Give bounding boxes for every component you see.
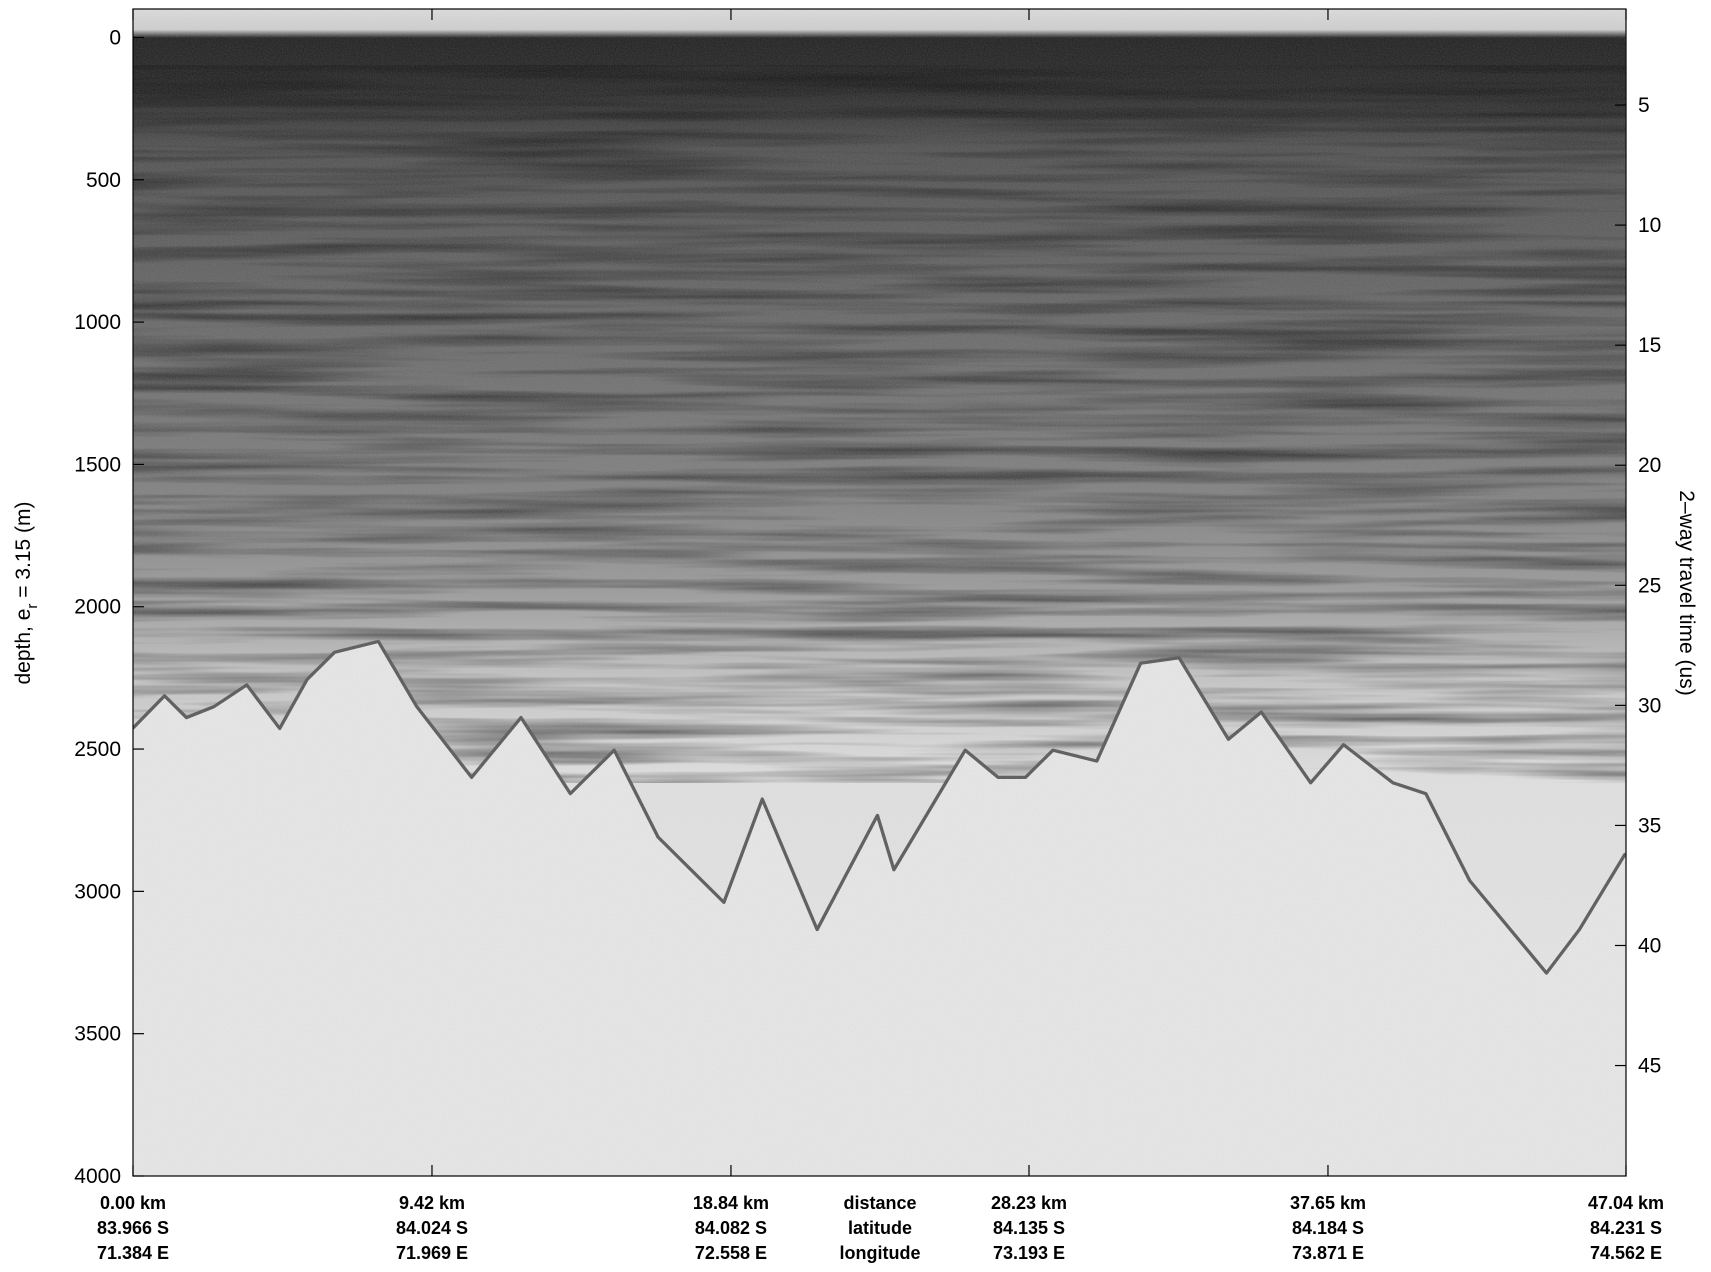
latitude-label: 84.184 S xyxy=(1292,1218,1364,1238)
y2-tick-label: 25 xyxy=(1638,574,1661,597)
longitude-label: 71.384 E xyxy=(97,1243,169,1263)
y-label-sub: r xyxy=(24,604,41,609)
row-label: longitude xyxy=(839,1243,920,1263)
y-tick-label: 2500 xyxy=(74,738,121,761)
x-tick-label: 0.00 km xyxy=(100,1193,166,1213)
x-tick-label: 9.42 km xyxy=(399,1193,465,1213)
y2-axis-label: 2–way travel time (us) xyxy=(1675,490,1698,695)
longitude-label: 71.969 E xyxy=(396,1243,468,1263)
longitude-label: 73.871 E xyxy=(1292,1243,1364,1263)
x-tick-label: 18.84 km xyxy=(693,1193,769,1213)
y2-tick-label: 5 xyxy=(1638,94,1650,117)
y2-tick-label: 45 xyxy=(1638,1055,1661,1078)
y-tick-label: 3500 xyxy=(74,1023,121,1046)
y-axis-label: depth, er = 3.15 (m) xyxy=(12,501,41,684)
y-tick-label: 1500 xyxy=(74,453,121,476)
latitude-label: 84.082 S xyxy=(695,1218,767,1238)
longitude-label: 72.558 E xyxy=(695,1243,767,1263)
y2-tick-label: 20 xyxy=(1638,454,1661,477)
y-label-main: depth, e xyxy=(12,609,35,685)
y-tick-label: 500 xyxy=(86,169,121,192)
y2-tick-label: 15 xyxy=(1638,334,1661,357)
y2-tick-label: 40 xyxy=(1638,934,1661,957)
y2-tick-label: 10 xyxy=(1638,214,1661,237)
row-label: latitude xyxy=(848,1218,912,1238)
latitude-label: 84.231 S xyxy=(1590,1218,1662,1238)
y-tick-label: 0 xyxy=(109,26,121,49)
y2-tick-label: 35 xyxy=(1638,814,1661,837)
y-label-rest: = 3.15 (m) xyxy=(12,501,35,603)
latitude-label: 83.966 S xyxy=(97,1218,169,1238)
latitude-label: 84.135 S xyxy=(993,1218,1065,1238)
y-tick-label: 4000 xyxy=(74,1165,121,1188)
y-tick-label: 2000 xyxy=(74,596,121,619)
echogram-image xyxy=(132,8,1626,1177)
plot-frame xyxy=(132,8,1627,1177)
row-label: distance xyxy=(843,1193,916,1213)
x-tick-label: 47.04 km xyxy=(1588,1193,1664,1213)
longitude-label: 74.562 E xyxy=(1590,1243,1662,1263)
latitude-label: 84.024 S xyxy=(396,1218,468,1238)
longitude-label: 73.193 E xyxy=(993,1243,1065,1263)
y-tick-label: 3000 xyxy=(74,880,121,903)
y-tick-label: 1000 xyxy=(74,311,121,334)
x-tick-label: 28.23 km xyxy=(991,1193,1067,1213)
x-tick-label: 37.65 km xyxy=(1290,1193,1366,1213)
y2-tick-label: 30 xyxy=(1638,694,1661,717)
